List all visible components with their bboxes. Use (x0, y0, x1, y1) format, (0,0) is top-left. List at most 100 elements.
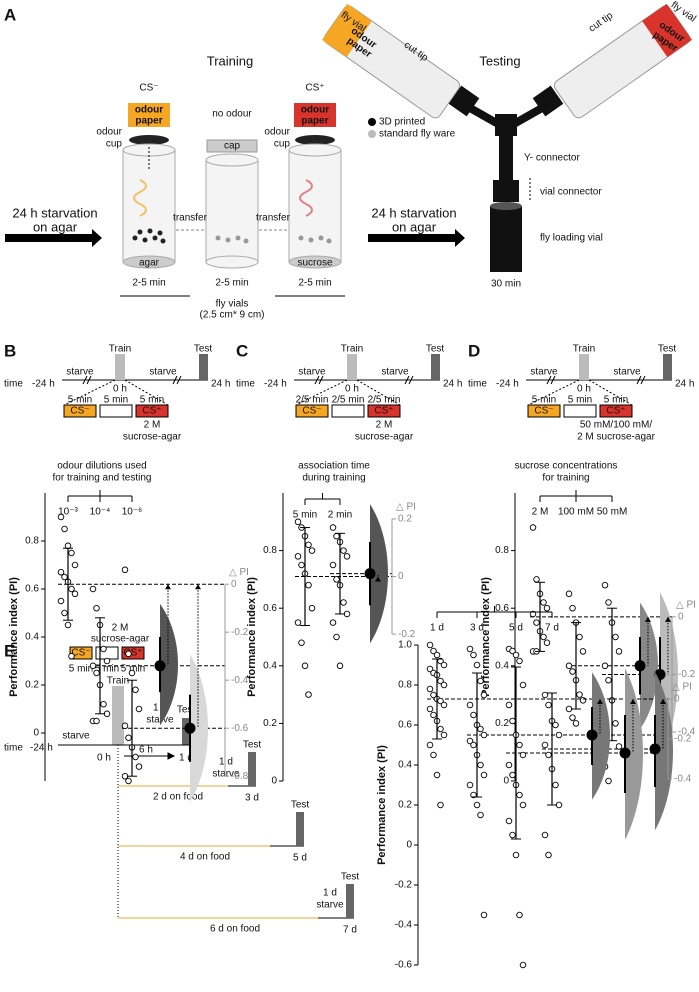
delta-arrowhead (660, 699, 666, 704)
label: Test (177, 705, 196, 716)
delta-mean (154, 660, 166, 672)
data-point (579, 697, 587, 704)
label: 5 min (104, 395, 128, 406)
label: 24 h (443, 379, 462, 390)
data-point (470, 651, 477, 659)
label: 2 d on food (153, 792, 203, 803)
test-bar (663, 354, 672, 380)
data-point (473, 661, 481, 669)
data-point (605, 676, 612, 684)
data-point (132, 686, 139, 694)
y2-tick-label: -0.2 (231, 627, 249, 638)
label: cup (106, 139, 123, 150)
data-point (569, 668, 576, 675)
data-point (298, 639, 305, 647)
label: sucrose-agar (355, 432, 414, 443)
label: odour (135, 105, 163, 116)
data-point (340, 547, 347, 554)
y-tick-label: -0.4 (395, 920, 413, 931)
delta-mean (619, 747, 631, 759)
y-tick-label: 0.2 (398, 800, 412, 811)
data-point (103, 710, 111, 718)
label: 1 d (179, 753, 193, 764)
label: time (236, 379, 255, 390)
data-point (473, 801, 481, 809)
data-point (135, 705, 143, 713)
data-point (336, 662, 344, 670)
data-point (437, 725, 444, 733)
guide (124, 379, 169, 406)
label: odour dilutions used (57, 461, 147, 472)
data-point (125, 650, 132, 658)
label: 5 d (293, 853, 307, 864)
label: 1 d (219, 757, 233, 768)
data-point (440, 661, 448, 669)
y2-tick-label: 0 (678, 611, 684, 622)
delta-arrowhead (195, 584, 201, 590)
data-point (509, 647, 516, 655)
label: 5 min (604, 395, 628, 406)
data-point (519, 801, 527, 809)
data-point (477, 677, 484, 685)
data-point (93, 669, 100, 677)
data-point (440, 701, 448, 709)
y-axis-label: Performance index (PI) (480, 577, 492, 697)
category-label: 100 mM (558, 507, 594, 518)
data-point (343, 553, 351, 560)
data-point (540, 599, 547, 606)
data-point (433, 651, 441, 659)
y-tick-label: 0 (271, 776, 277, 787)
data-point (329, 619, 337, 626)
label: CS⁺ (123, 648, 142, 659)
data-point (426, 741, 434, 749)
y-tick-label: 0 (503, 776, 509, 787)
data-point (135, 763, 143, 770)
y-tick-label: 0.8 (263, 545, 277, 556)
y-tick-label: 0.2 (263, 718, 277, 729)
data-point (433, 771, 441, 779)
label: CS⁻ (302, 406, 321, 417)
y2-axis-label: △ PI (229, 567, 249, 578)
y-tick-label: 0.6 (25, 584, 39, 595)
label: on agar (33, 219, 78, 234)
y2-axis-label: △ PI (676, 599, 696, 610)
y-axis-label: Performance index (PI) (376, 745, 388, 865)
label: odour (96, 127, 122, 138)
label: 5 min (140, 395, 164, 406)
label: 24 h (675, 379, 694, 390)
data-point (470, 791, 477, 799)
category-label: 10⁻⁶ (122, 507, 143, 518)
label: CS⁺ (142, 406, 161, 417)
label: cap (224, 141, 241, 152)
data-point (100, 700, 107, 708)
data-point (308, 604, 316, 612)
data-point (294, 619, 302, 626)
y-tick-label: 0.6 (398, 720, 412, 731)
data-point (93, 604, 100, 612)
data-point (480, 691, 488, 699)
delta-arrowhead (597, 699, 603, 704)
label: 30 min (491, 279, 521, 290)
data-point (509, 717, 516, 725)
data-point (569, 604, 576, 612)
y2-tick-label: 0 (398, 571, 404, 582)
data-point (541, 831, 549, 839)
label: starve (62, 731, 90, 742)
data-point (541, 741, 549, 749)
y-tick-label: 0.4 (398, 760, 412, 771)
y2-axis-label: △ PI (672, 682, 692, 693)
data-point (615, 648, 623, 655)
data-point (57, 597, 65, 605)
data-point (516, 741, 523, 749)
axis-break (172, 375, 182, 385)
y-tick-label: 0.8 (495, 545, 509, 556)
data-point (121, 722, 129, 730)
label: starve (212, 769, 240, 780)
data-point (477, 761, 484, 769)
test-bar (431, 354, 440, 380)
label: 6 d on food (210, 924, 260, 935)
label: on agar (392, 219, 437, 234)
label: 2-5 min (215, 278, 248, 289)
label: 24 h starvation (12, 205, 97, 220)
y2-tick-label: 0 (231, 579, 237, 590)
